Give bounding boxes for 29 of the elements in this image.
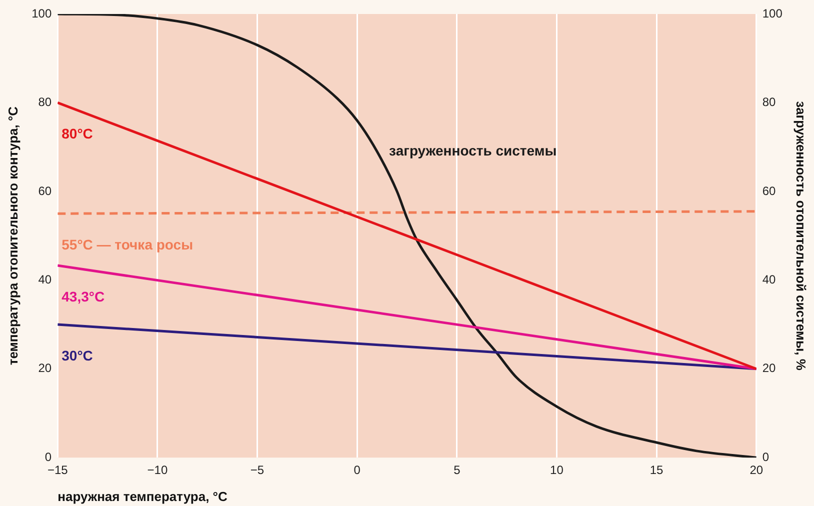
y-tick-label: 60 (38, 184, 52, 198)
x-axis-title: наружная температура, °C (58, 489, 228, 504)
line-series (58, 14, 756, 458)
x-tick-label: −5 (250, 463, 264, 478)
y2-tick-label: 60 (762, 184, 776, 198)
y2-tick-label: 100 (762, 6, 783, 20)
y-tick-label: 100 (32, 6, 52, 20)
x-tick-label: −15 (47, 463, 68, 478)
y2-axis-title: загруженность отопительной системы, % (794, 101, 809, 371)
series-label: 55°C — точка росы (62, 236, 194, 252)
x-tick-label: 5 (454, 463, 461, 478)
series-label: загруженность системы (389, 142, 557, 158)
y-tick-label: 20 (38, 361, 52, 376)
x-tick-label: 20 (750, 463, 764, 478)
x-tick-label: −10 (147, 463, 168, 478)
y2-tick-label: 80 (762, 95, 776, 110)
y2-tick-label: 0 (762, 450, 770, 464)
series-label: 30°C (62, 347, 93, 364)
y2-tick-label: 20 (762, 361, 776, 376)
x-tick-label: 0 (354, 463, 361, 478)
y-axis-title: температура отопительного контура, °C (5, 106, 20, 366)
series-label: 43,3°C (62, 288, 105, 304)
y-tick-label: 80 (38, 95, 52, 110)
y-tick-label: 40 (38, 272, 52, 286)
y2-tick-label: 40 (762, 272, 776, 286)
x-tick-label: 10 (550, 463, 564, 478)
series-label: 80°C (62, 126, 93, 142)
y-tick-label: 0 (44, 450, 52, 464)
x-tick-label: 15 (650, 463, 664, 478)
